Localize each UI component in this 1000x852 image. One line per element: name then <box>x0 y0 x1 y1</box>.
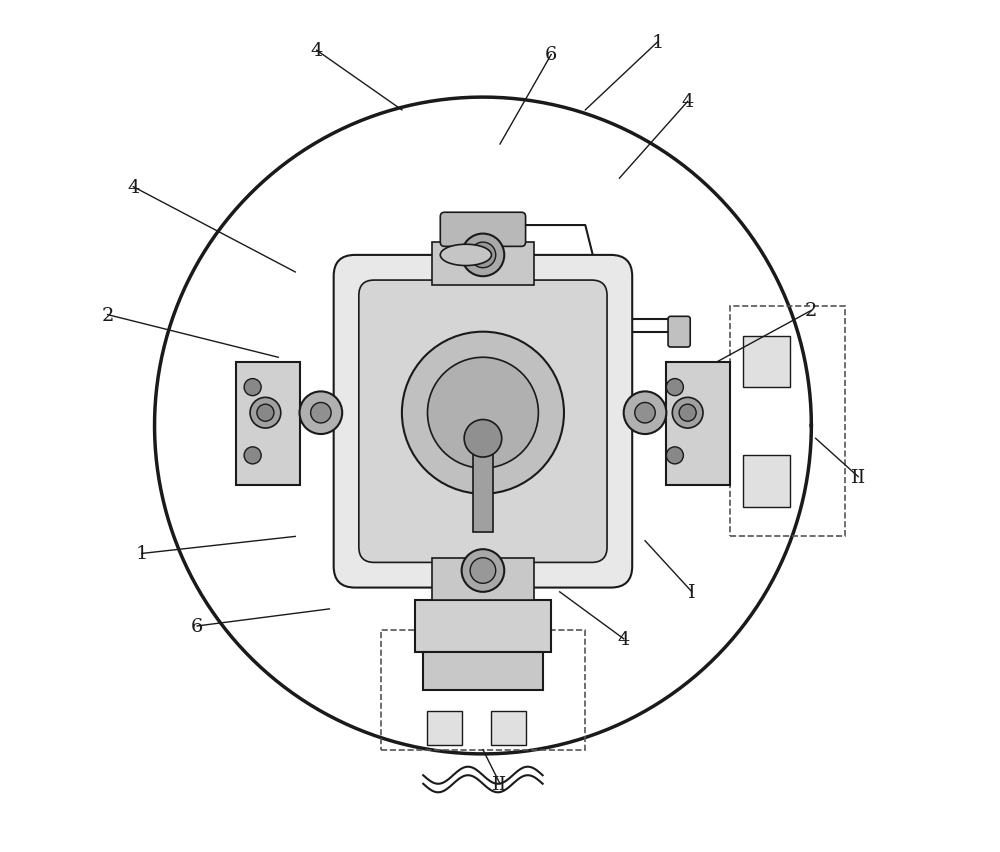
Circle shape <box>250 398 281 429</box>
Text: 2: 2 <box>101 306 114 325</box>
Circle shape <box>402 332 564 494</box>
Text: II: II <box>492 774 508 793</box>
Text: 6: 6 <box>191 617 203 636</box>
Circle shape <box>257 405 274 422</box>
Text: 4: 4 <box>310 42 323 60</box>
Bar <box>743 337 790 388</box>
Text: 1: 1 <box>136 544 148 563</box>
Circle shape <box>635 403 655 423</box>
Text: 6: 6 <box>545 46 557 65</box>
Text: 1: 1 <box>652 33 664 52</box>
Text: II: II <box>851 468 866 486</box>
Bar <box>432 558 534 601</box>
Circle shape <box>464 420 502 458</box>
Bar <box>743 456 790 507</box>
Bar <box>423 652 543 690</box>
FancyBboxPatch shape <box>668 317 690 348</box>
Circle shape <box>666 379 683 396</box>
Bar <box>236 362 300 486</box>
FancyBboxPatch shape <box>334 256 632 588</box>
Text: I: I <box>688 583 696 602</box>
Circle shape <box>244 447 261 464</box>
Bar <box>473 439 493 532</box>
Circle shape <box>672 398 703 429</box>
Circle shape <box>462 550 504 592</box>
Text: 4: 4 <box>127 178 139 197</box>
Text: 4: 4 <box>681 93 694 112</box>
Ellipse shape <box>440 245 491 266</box>
Bar <box>415 601 551 652</box>
Text: 4: 4 <box>617 630 630 648</box>
Circle shape <box>624 392 666 435</box>
Circle shape <box>244 379 261 396</box>
Bar <box>432 243 534 285</box>
Circle shape <box>666 447 683 464</box>
Circle shape <box>679 405 696 422</box>
Circle shape <box>311 403 331 423</box>
Bar <box>427 711 462 746</box>
Text: 2: 2 <box>805 302 818 320</box>
Bar <box>491 711 526 746</box>
Bar <box>381 630 585 750</box>
Circle shape <box>470 243 496 268</box>
Bar <box>666 362 730 486</box>
Circle shape <box>470 558 496 584</box>
FancyBboxPatch shape <box>440 213 526 247</box>
FancyBboxPatch shape <box>359 281 607 562</box>
Bar <box>730 307 845 537</box>
Circle shape <box>462 234 504 277</box>
Circle shape <box>300 392 342 435</box>
Circle shape <box>427 358 538 469</box>
